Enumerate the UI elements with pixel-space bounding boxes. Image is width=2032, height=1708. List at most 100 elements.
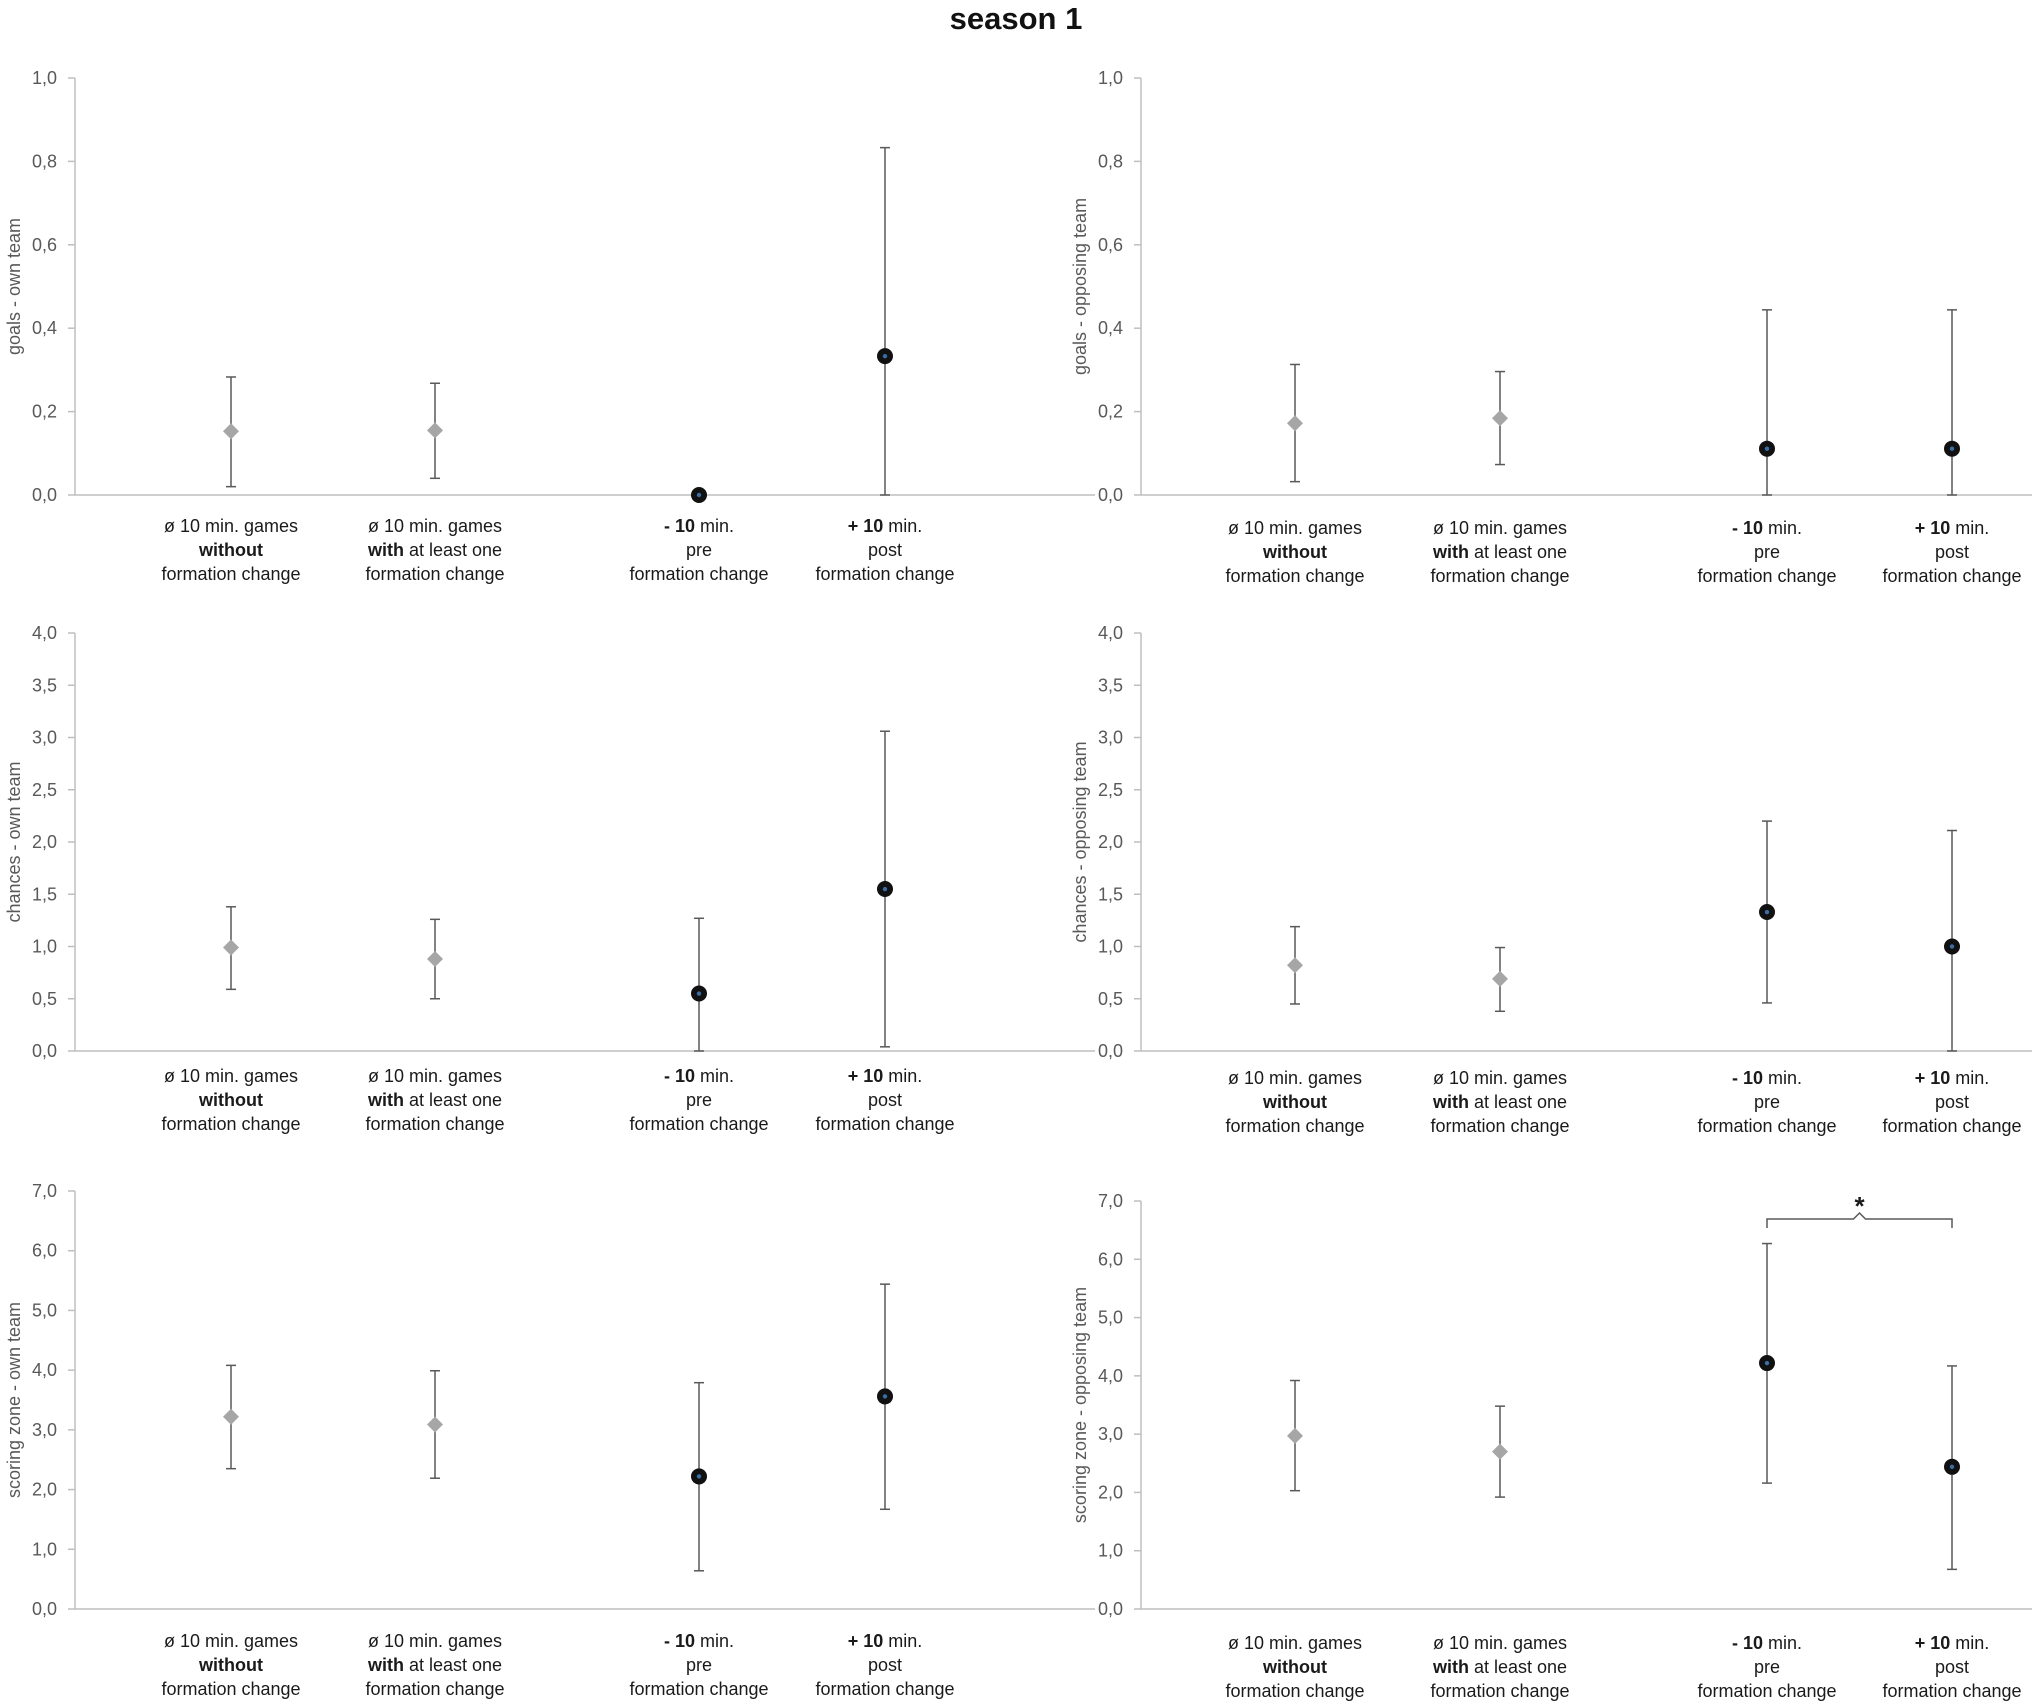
x-category-label-line3: formation change [1697, 566, 1836, 586]
y-tick-label: 2,0 [1098, 1482, 1123, 1502]
x-category-bold: without [1262, 542, 1327, 562]
y-tick-label: 0,0 [1098, 1041, 1123, 1061]
y-tick-label: 0,8 [1098, 151, 1123, 171]
y-tick-label: 5,0 [32, 1300, 57, 1320]
x-category-label-line2: with at least one [367, 1655, 502, 1675]
data-point-diamond [1492, 970, 1508, 987]
x-category-text: ø 10 min. games [1433, 518, 1567, 538]
x-category-label-line2: with at least one [367, 540, 502, 560]
x-category-label-line2: post [1935, 1657, 1969, 1677]
x-category-label-line3: formation change [629, 1114, 768, 1134]
x-category-label-line2: without [198, 540, 263, 560]
significance-label: * [1854, 1191, 1865, 1221]
y-tick-label: 1,5 [32, 884, 57, 904]
x-category-bold: with [1432, 1657, 1469, 1677]
y-tick-label: 7,0 [1098, 1191, 1123, 1211]
data-point-circle-center [1764, 909, 1770, 915]
y-tick-label: 4,0 [32, 1360, 57, 1380]
x-category-text: post [1935, 1657, 1969, 1677]
x-category-text: ø 10 min. games [1228, 1633, 1362, 1653]
data-point-circle-center [696, 991, 702, 996]
data-point-diamond [223, 423, 239, 440]
y-tick-label: 0,5 [32, 989, 57, 1009]
x-category-label-line1: ø 10 min. games [1228, 518, 1362, 538]
x-category-label-line1: - 10 min. [664, 1066, 734, 1086]
y-tick-label: 1,5 [1098, 884, 1123, 904]
x-category-text: post [868, 540, 902, 560]
data-point-circle-center [696, 1474, 702, 1479]
x-category-label-line1: + 10 min. [848, 516, 923, 536]
x-category-text: at least one [404, 1655, 502, 1675]
x-category-label-line2: pre [1754, 542, 1780, 562]
y-tick-label: 2,5 [1098, 780, 1123, 800]
y-tick-label: 6,0 [32, 1241, 57, 1261]
figure-title: season 1 [949, 1, 1083, 36]
y-tick-label: 3,0 [32, 728, 57, 748]
x-category-label-line3: formation change [365, 1679, 504, 1699]
chart-panel-scoring-opp: 0,0 1,0 2,0 3,0 4,0 5,0 6,0 7,0 scoring zone - o… [1070, 1191, 2032, 1701]
x-category-bold: without [1262, 1092, 1327, 1112]
x-category-text: ø 10 min. games [368, 1631, 502, 1651]
x-category-text: pre [1754, 1092, 1780, 1112]
x-category-bold: - 10 [664, 516, 695, 536]
x-category-label-line2: with at least one [1432, 1657, 1567, 1677]
y-tick-label: 4,0 [32, 623, 57, 643]
data-point-diamond [427, 951, 443, 968]
y-axis-title: chances - opposing team [1070, 741, 1090, 942]
y-tick-label: 3,5 [1098, 675, 1123, 695]
x-category-label-line3: formation change [161, 1114, 300, 1134]
y-tick-label: 0,0 [32, 485, 57, 505]
x-category-label-line1: ø 10 min. games [1433, 1068, 1567, 1088]
x-category-label-line3: formation change [1430, 1116, 1569, 1136]
x-category-label-line2: post [868, 540, 902, 560]
x-category-text: min. [1763, 1633, 1802, 1653]
y-axis-title: goals - opposing team [1070, 198, 1090, 375]
y-tick-label: 6,0 [1098, 1249, 1123, 1269]
chart-panel-goals-opp: 0,0 0,2 0,4 0,6 0,8 1,0 goals - opposing team ø… [1070, 68, 2032, 586]
x-category-label-line3: formation change [1225, 566, 1364, 586]
x-category-bold: - 10 [1732, 1068, 1763, 1088]
x-category-label-line2: pre [1754, 1092, 1780, 1112]
x-category-bold: - 10 [664, 1631, 695, 1651]
data-point-circle-center [1764, 446, 1770, 451]
y-tick-label: 5,0 [1098, 1308, 1123, 1328]
y-tick-label: 1,0 [32, 68, 57, 88]
x-category-label-line1: - 10 min. [1732, 518, 1802, 538]
data-point-circle-center [1949, 944, 1955, 949]
y-tick-label: 0,5 [1098, 989, 1123, 1009]
x-category-bold: with [1432, 542, 1469, 562]
y-tick-label: 0,0 [1098, 485, 1123, 505]
data-point-diamond [1287, 415, 1303, 432]
y-tick-label: 4,0 [1098, 623, 1123, 643]
data-point-diamond [223, 1408, 239, 1425]
x-category-bold: + 10 [848, 516, 884, 536]
x-category-label-line1: ø 10 min. games [164, 1631, 298, 1651]
data-point-diamond [1492, 1443, 1508, 1460]
x-category-label-line1: - 10 min. [1732, 1633, 1802, 1653]
x-category-label-line3: formation change [1430, 1681, 1569, 1701]
data-point-diamond [1492, 410, 1508, 427]
x-category-label-line1: ø 10 min. games [164, 1066, 298, 1086]
data-point-circle-center [882, 1394, 888, 1399]
x-category-text: pre [1754, 542, 1780, 562]
x-category-label-line1: ø 10 min. games [368, 1066, 502, 1086]
x-category-bold: without [198, 1090, 263, 1110]
x-category-label-line1: + 10 min. [848, 1066, 923, 1086]
x-category-bold: + 10 [848, 1066, 884, 1086]
y-tick-label: 0,6 [1098, 235, 1123, 255]
x-category-text: ø 10 min. games [164, 1066, 298, 1086]
x-category-label-line1: + 10 min. [1915, 1068, 1990, 1088]
x-category-text: ø 10 min. games [1228, 518, 1362, 538]
chart-panel-goals-own: 0,0 0,2 0,4 0,6 0,8 1,0 goals - own team ø 10 m… [4, 68, 1095, 584]
x-category-text: post [868, 1655, 902, 1675]
x-category-label-line1: - 10 min. [664, 1631, 734, 1651]
x-category-label-line2: pre [686, 540, 712, 560]
x-category-text: ø 10 min. games [164, 1631, 298, 1651]
y-tick-label: 0,0 [1098, 1599, 1123, 1619]
data-point-circle-center [882, 886, 888, 892]
x-category-label-line3: formation change [1882, 566, 2021, 586]
x-category-bold: - 10 [664, 1066, 695, 1086]
x-category-label-line2: post [1935, 542, 1969, 562]
x-category-text: ø 10 min. games [368, 516, 502, 536]
y-tick-label: 1,0 [32, 937, 57, 957]
